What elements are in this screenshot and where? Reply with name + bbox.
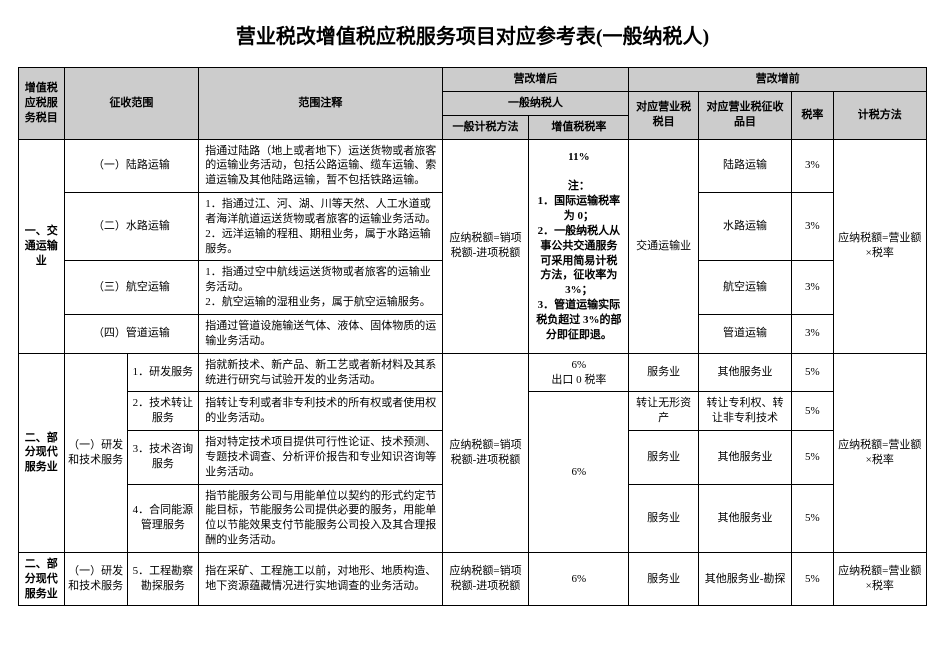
- brate-cell: 3%: [792, 139, 833, 193]
- brate-cell: 5%: [792, 484, 833, 552]
- group-before: 营改增前: [629, 68, 927, 92]
- reference-table: 增值税应税服务税目 征收范围 范围注释 营改增后 营改增前 一般纳税人 对应营业…: [18, 67, 927, 606]
- taxitem-transport: 一、交通运输业: [19, 139, 65, 353]
- taxitem-modern-2: 二、部分现代服务业: [19, 552, 65, 606]
- col-brate: 税率: [792, 91, 833, 139]
- note-cell: 1．指通过江、河、湖、川等天然、人工水道或者海洋航道运送货物或者旅客的运输业务活…: [199, 193, 442, 261]
- bizcol-cell: 转让专利权、转让非专利技术: [698, 392, 791, 431]
- table-row: 一、交通运输业 （一）陆路运输 指通过陆路（地上或者地下）运送货物或者旅客的运输…: [19, 139, 927, 193]
- scope2-cell: 2．技术转让服务: [127, 392, 199, 431]
- brate-cell: 5%: [792, 431, 833, 485]
- bizitem-cell: 服务业: [629, 484, 699, 552]
- scope2-cell: 4．合同能源管理服务: [127, 484, 199, 552]
- scope2-cell: 1．研发服务: [127, 353, 199, 392]
- note-cell: 指节能服务公司与用能单位以契约的形式约定节能目标，节能服务公司提供必要的服务，用…: [199, 484, 442, 552]
- rate-cell: 6% 出口 0 税率: [529, 353, 629, 392]
- note-cell: 指通过陆路（地上或者地下）运送货物或者旅客的运输业务活动，包括公路运输、缆车运输…: [199, 139, 442, 193]
- bizcol-cell: 管道运输: [698, 314, 791, 353]
- note-cell: 1．指通过空中航线运送货物或者旅客的运输业务活动。 2．航空运输的湿租业务，属于…: [199, 261, 442, 315]
- group-after: 营改增后: [442, 68, 629, 92]
- col-note: 范围注释: [199, 68, 442, 140]
- bizcol-cell: 其他服务业: [698, 431, 791, 485]
- table-row: 二、部分现代服务业 （一）研发和技术服务 1．研发服务 指就新技术、新产品、新工…: [19, 353, 927, 392]
- method-cell: 应纳税额=销项税额-进项税额: [442, 552, 529, 606]
- col-scope: 征收范围: [64, 68, 199, 140]
- method-cell: 应纳税额=销项税额-进项税额: [442, 353, 529, 552]
- calc-cell: 应纳税额=营业额×税率: [833, 552, 926, 606]
- bizitem-cell: 服务业: [629, 431, 699, 485]
- bizcol-cell: 其他服务业-勘探: [698, 552, 791, 606]
- bizitem-cell: 转让无形资产: [629, 392, 699, 431]
- bizitem-cell: 服务业: [629, 353, 699, 392]
- scope-cell: （二）水路运输: [64, 193, 199, 261]
- scope2-cell: 3．技术咨询服务: [127, 431, 199, 485]
- rate-cell: 6%: [529, 392, 629, 553]
- col-method: 一般计税方法: [442, 115, 529, 139]
- taxitem-modern: 二、部分现代服务业: [19, 353, 65, 552]
- note-cell: 指在采矿、工程施工以前，对地形、地质构造、地下资源蕴藏情况进行实地调查的业务活动…: [199, 552, 442, 606]
- brate-cell: 5%: [792, 353, 833, 392]
- rate-cell: 6%: [529, 552, 629, 606]
- brate-cell: 3%: [792, 193, 833, 261]
- col-before-item: 对应营业税税目: [629, 91, 699, 139]
- calc-cell: 应纳税额=营业额×税率: [833, 353, 926, 552]
- bizcol-cell: 水路运输: [698, 193, 791, 261]
- note-cell: 指就新技术、新产品、新工艺或者新材料及其系统进行研究与试验开发的业务活动。: [199, 353, 442, 392]
- scope2-cell: 5．工程勘察勘探服务: [127, 552, 199, 606]
- note-cell: 指对特定技术项目提供可行性论证、技术预测、专题技术调查、分析评价报告和专业知识咨…: [199, 431, 442, 485]
- sub-after: 一般纳税人: [442, 91, 629, 115]
- brate-cell: 3%: [792, 314, 833, 353]
- method-cell: 应纳税额=销项税额-进项税额: [442, 139, 529, 353]
- col-rate: 增值税税率: [529, 115, 629, 139]
- brate-cell: 5%: [792, 392, 833, 431]
- bizcol-cell: 陆路运输: [698, 139, 791, 193]
- scope1-cell: （一）研发和技术服务: [64, 552, 127, 606]
- note-cell: 指转让专利或者非专利技术的所有权或者使用权的业务活动。: [199, 392, 442, 431]
- col-taxitem: 增值税应税服务税目: [19, 68, 65, 140]
- table-row: 二、部分现代服务业 （一）研发和技术服务 5．工程勘察勘探服务 指在采矿、工程施…: [19, 552, 927, 606]
- bizitem-cell: 交通运输业: [629, 139, 699, 353]
- header-row-1: 增值税应税服务税目 征收范围 范围注释 营改增后 营改增前: [19, 68, 927, 92]
- scope-cell: （一）陆路运输: [64, 139, 199, 193]
- scope1-cell: （一）研发和技术服务: [64, 353, 127, 552]
- scope-cell: （四）管道运输: [64, 314, 199, 353]
- bizcol-cell: 其他服务业: [698, 484, 791, 552]
- brate-cell: 5%: [792, 552, 833, 606]
- bizcol-cell: 航空运输: [698, 261, 791, 315]
- col-calc: 计税方法: [833, 91, 926, 139]
- brate-cell: 3%: [792, 261, 833, 315]
- calc-cell: 应纳税额=营业额×税率: [833, 139, 926, 353]
- scope-cell: （三）航空运输: [64, 261, 199, 315]
- col-before-collect: 对应营业税征收品目: [698, 91, 791, 139]
- bizitem-cell: 服务业: [629, 552, 699, 606]
- bizcol-cell: 其他服务业: [698, 353, 791, 392]
- page-title: 营业税改增值税应税服务项目对应参考表(一般纳税人): [18, 20, 927, 49]
- rate-cell: 11% 注： 1．国际运输税率为 0； 2．一般纳税人从事公共交通服务可采用简易…: [529, 139, 629, 353]
- note-cell: 指通过管道设施输送气体、液体、固体物质的运输业务活动。: [199, 314, 442, 353]
